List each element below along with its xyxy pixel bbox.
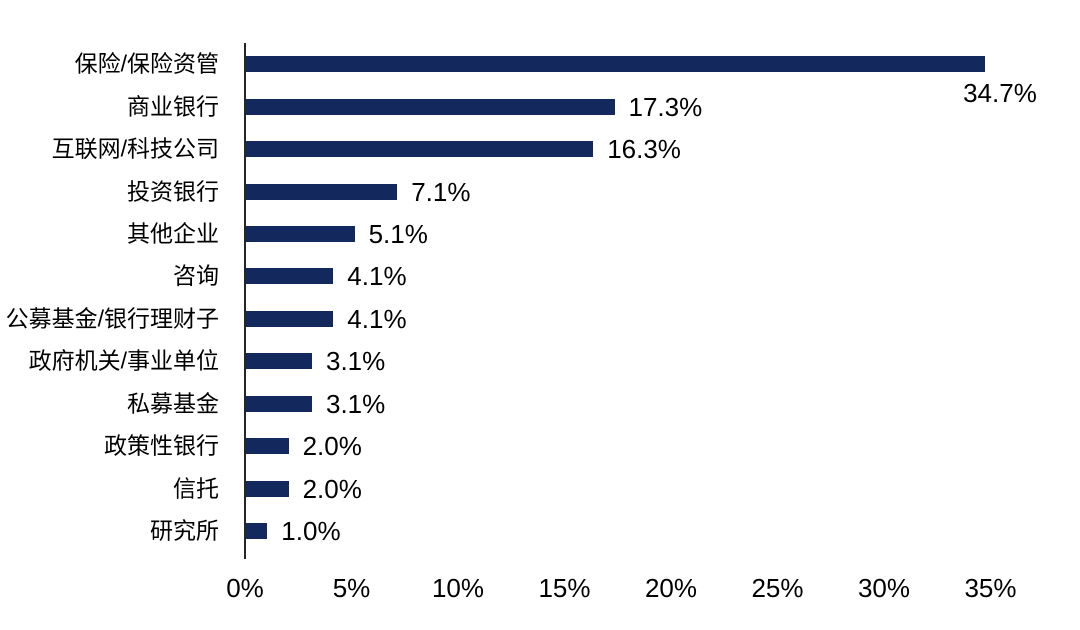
value-label: 3.1% [326, 346, 386, 377]
bar [246, 480, 289, 497]
chart-rows: 保险/保险资管 34.7% 商业银行 17.3% 互联网/科技公司 16.3% 投资银行 7.… [0, 43, 1080, 552]
x-tick-label: 10% [431, 573, 485, 603]
bar [246, 141, 594, 158]
value-label: 4.1% [347, 303, 407, 334]
chart-row: 保险/保险资管 34.7% [0, 43, 1080, 106]
value-label: 2.0% [302, 473, 362, 504]
bar [246, 438, 289, 455]
value-label: 5.1% [368, 218, 428, 249]
category-label: 保险/保险资管 [74, 50, 219, 77]
value-label: 34.7% [963, 78, 1037, 109]
category-label: 其他企业 [127, 220, 219, 247]
category-label: 互联网/科技公司 [51, 135, 219, 162]
bar [246, 56, 986, 73]
chart-row: 政策性银行 2.0% [0, 425, 1080, 467]
value-label: 7.1% [411, 176, 471, 207]
chart-row: 咨询 4.1% [0, 255, 1080, 297]
chart-row: 私募基金 3.1% [0, 383, 1080, 425]
x-tick-label: 35% [964, 573, 1017, 603]
category-label: 研究所 [150, 517, 219, 544]
chart-row: 其他企业 5.1% [0, 213, 1080, 255]
bar [246, 310, 334, 327]
category-label: 政策性银行 [104, 432, 219, 459]
x-tick-label: 25% [751, 573, 804, 603]
chart-row: 互联网/科技公司 16.3% [0, 128, 1080, 170]
chart-row: 研究所 1.0% [0, 510, 1080, 552]
value-label: 4.1% [347, 261, 407, 292]
bar [246, 523, 268, 540]
value-label: 16.3% [607, 134, 681, 165]
value-label: 2.0% [302, 431, 362, 462]
x-tick-label: 0% [226, 573, 264, 603]
bar [246, 225, 355, 242]
bar [246, 395, 312, 412]
category-label: 私募基金 [127, 390, 219, 417]
y-axis-line [244, 43, 246, 559]
bar [246, 98, 615, 115]
chart-row: 公募基金/银行理财子 4.1% [0, 298, 1080, 340]
x-tick-label: 20% [644, 573, 698, 603]
category-label: 投资银行 [127, 177, 219, 204]
category-label: 政府机关/事业单位 [28, 347, 219, 374]
bar [246, 268, 334, 285]
category-label: 公募基金/银行理财子 [5, 305, 219, 332]
category-label: 商业银行 [127, 93, 219, 120]
bar [246, 353, 312, 370]
x-tick-label: 30% [857, 573, 911, 603]
value-label: 17.3% [628, 91, 703, 122]
chart-row: 商业银行 17.3% [0, 85, 1080, 127]
x-tick-label: 15% [538, 573, 591, 603]
chart-row: 投资银行 7.1% [0, 170, 1080, 212]
x-tick-label: 5% [332, 573, 371, 603]
chart-row: 信托 2.0% [0, 467, 1080, 509]
chart-row: 政府机关/事业单位 3.1% [0, 340, 1080, 382]
category-label: 咨询 [173, 262, 219, 289]
value-label: 1.0% [281, 516, 341, 547]
value-label: 3.1% [326, 388, 386, 419]
category-label: 信托 [173, 474, 219, 501]
bar [246, 183, 398, 200]
